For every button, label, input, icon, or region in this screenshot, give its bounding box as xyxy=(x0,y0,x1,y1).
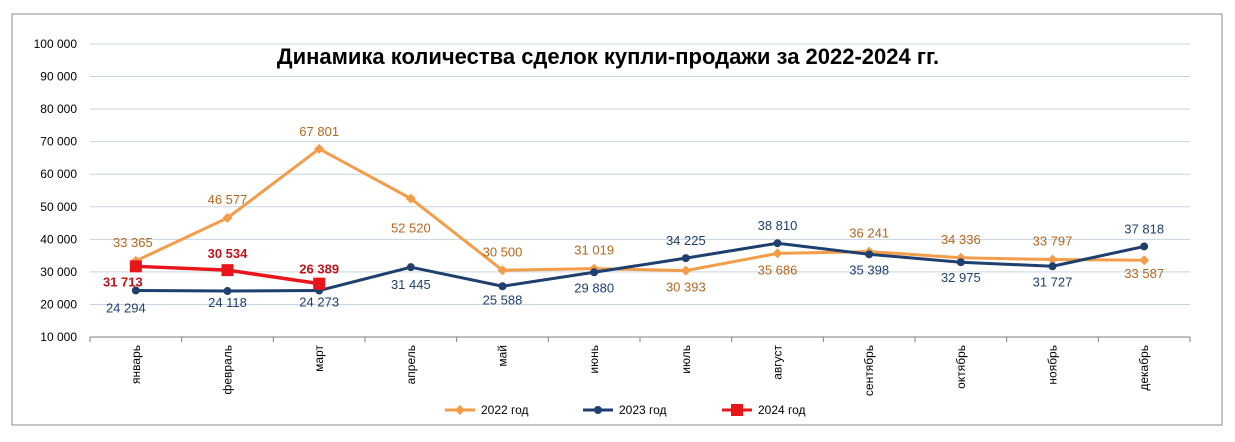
data-point-circle xyxy=(1048,262,1057,271)
data-point-circle xyxy=(594,406,602,414)
series-2 xyxy=(129,260,326,290)
x-category-label: май xyxy=(496,345,510,367)
data-point-circle xyxy=(681,254,690,263)
data-label: 25 588 xyxy=(483,292,523,307)
data-label: 46 577 xyxy=(208,192,248,207)
x-category-label: декабрь xyxy=(1137,345,1151,391)
data-point-diamond xyxy=(455,405,465,415)
data-point-diamond xyxy=(680,265,691,276)
data-label: 35 398 xyxy=(849,262,889,277)
data-label: 24 294 xyxy=(106,300,146,315)
y-tick-label: 60 000 xyxy=(40,167,77,181)
x-category-label: январь xyxy=(129,345,143,384)
data-point-diamond xyxy=(222,212,233,223)
y-tick-label: 70 000 xyxy=(40,135,77,149)
x-category-label: август xyxy=(771,345,785,380)
data-point-circle xyxy=(590,268,599,277)
y-tick-label: 80 000 xyxy=(40,102,77,116)
data-label: 37 818 xyxy=(1124,221,1164,236)
x-category-label: февраль xyxy=(221,345,235,395)
x-category-label: июль xyxy=(679,345,693,374)
y-tick-label: 40 000 xyxy=(40,232,77,246)
data-label: 24 273 xyxy=(299,295,339,310)
data-point-square xyxy=(731,404,743,416)
data-label: 31 445 xyxy=(391,277,431,292)
data-point-diamond xyxy=(772,248,783,259)
data-label: 26 389 xyxy=(299,262,339,277)
data-label: 34 336 xyxy=(941,232,981,247)
data-label: 38 810 xyxy=(758,218,798,233)
data-label: 36 241 xyxy=(849,226,889,241)
data-label: 31 727 xyxy=(1033,274,1073,289)
data-label: 30 500 xyxy=(483,244,523,259)
legend-item: 2023 год xyxy=(583,403,667,417)
x-category-label: ноябрь xyxy=(1046,345,1060,385)
series-line xyxy=(135,241,1145,293)
x-category-label: апрель xyxy=(404,345,418,384)
data-label: 33 365 xyxy=(113,235,153,250)
data-label: 33 797 xyxy=(1033,234,1073,249)
x-category-label: октябрь xyxy=(954,345,968,389)
legend-label: 2023 год xyxy=(619,403,667,417)
data-point-diamond xyxy=(497,265,508,276)
data-point-diamond xyxy=(1047,254,1058,265)
legend-label: 2022 год xyxy=(481,403,529,417)
data-label: 31 019 xyxy=(574,243,614,258)
data-point-circle xyxy=(498,282,507,291)
data-label: 67 801 xyxy=(299,124,339,139)
legend-label: 2024 год xyxy=(758,403,806,417)
data-label: 35 686 xyxy=(758,262,798,277)
data-label: 32 975 xyxy=(941,270,981,285)
data-label: 30 393 xyxy=(666,280,706,295)
data-point-circle xyxy=(406,263,415,272)
data-point-circle xyxy=(865,250,874,259)
data-point-circle xyxy=(131,286,140,295)
data-point-circle xyxy=(223,287,232,296)
chart-title: Динамика количества сделок купли-продажи… xyxy=(277,44,939,69)
data-point-circle xyxy=(773,239,782,248)
data-label: 52 520 xyxy=(391,221,431,236)
data-label: 31 713 xyxy=(103,274,143,289)
y-tick-label: 10 000 xyxy=(40,330,77,344)
data-point-diamond xyxy=(1139,255,1150,266)
x-category-label: июнь xyxy=(587,345,601,374)
chart-border xyxy=(11,13,1223,426)
data-point-circle xyxy=(1140,242,1149,251)
data-point-diamond xyxy=(314,143,325,154)
data-label: 24 118 xyxy=(208,295,247,310)
x-category-label: март xyxy=(312,345,326,372)
data-point-square xyxy=(313,277,326,290)
series-line xyxy=(135,147,1145,273)
legend-item: 2022 год xyxy=(445,403,529,417)
data-label: 33 587 xyxy=(1124,266,1164,281)
data-label: 34 225 xyxy=(666,233,706,248)
y-tick-label: 30 000 xyxy=(40,265,77,279)
series-1 xyxy=(131,239,1149,296)
y-tick-label: 100 000 xyxy=(34,37,78,51)
legend-item: 2024 год xyxy=(722,403,806,417)
data-point-diamond xyxy=(405,193,416,204)
x-category-label: сентябрь xyxy=(862,345,876,396)
data-label: 30 534 xyxy=(208,246,249,261)
data-point-circle xyxy=(956,258,965,267)
y-tick-label: 90 000 xyxy=(40,70,77,84)
data-label: 29 880 xyxy=(574,280,614,295)
y-tick-label: 20 000 xyxy=(40,297,77,311)
data-point-square xyxy=(129,260,142,273)
y-tick-label: 50 000 xyxy=(40,200,77,214)
data-point-square xyxy=(221,264,234,277)
